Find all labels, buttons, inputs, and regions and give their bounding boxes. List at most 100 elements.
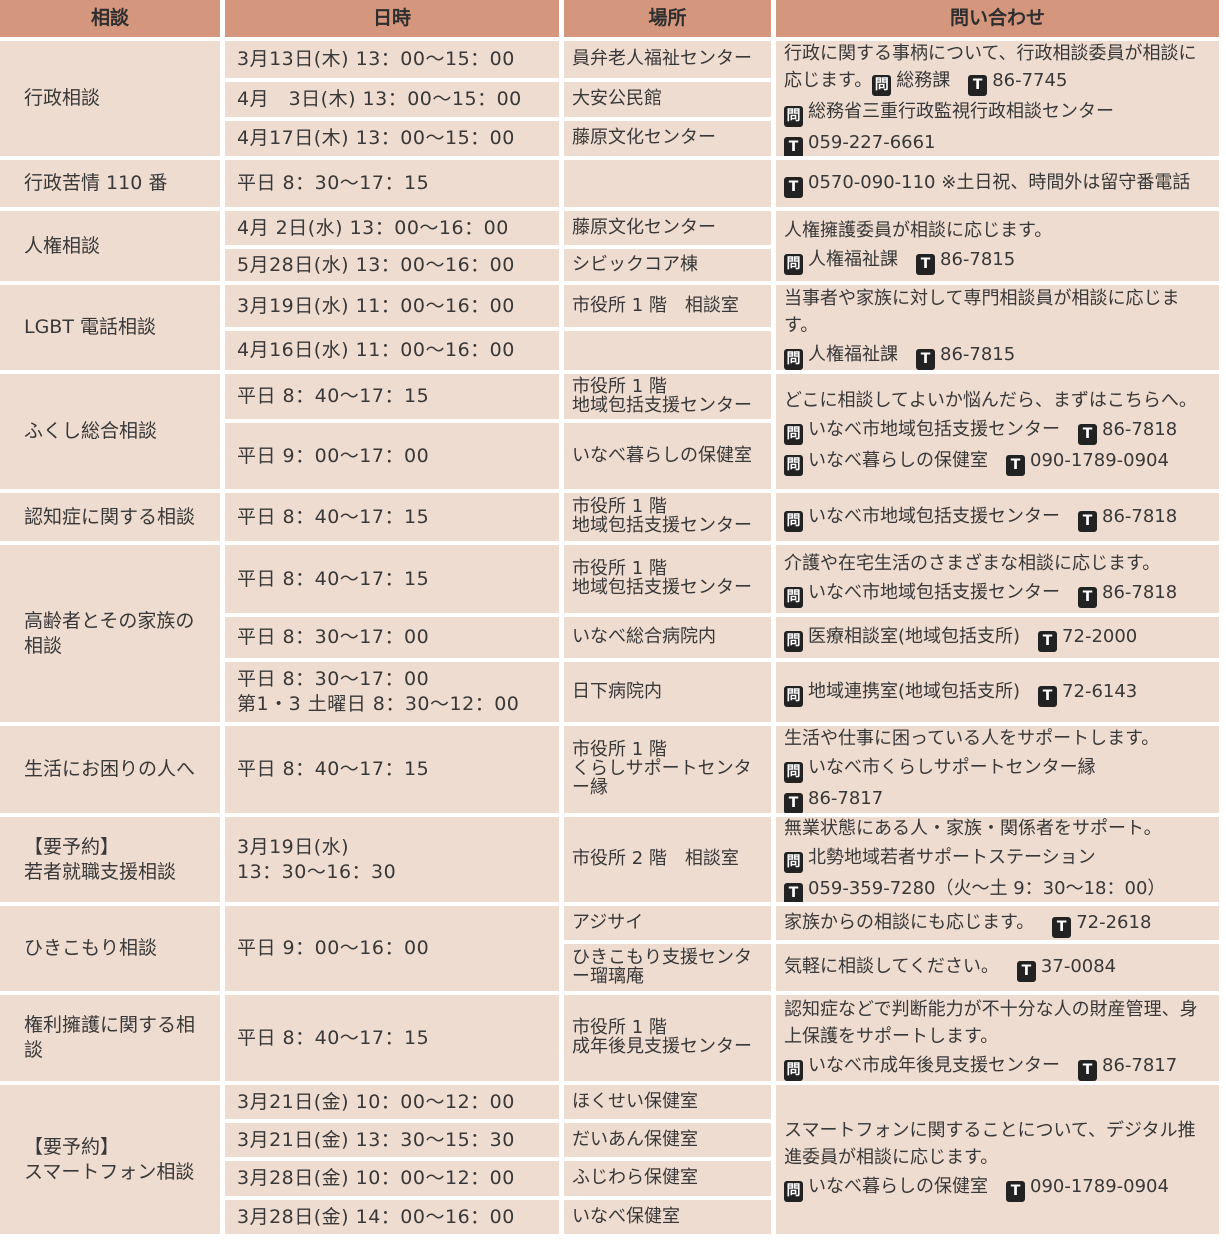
telephone-badge-icon: T <box>784 136 803 156</box>
telephone-badge-icon: T <box>784 883 803 902</box>
category-cell: 権利擁護に関する相談 <box>0 995 220 1081</box>
place-cell <box>564 331 771 370</box>
inquiry-line: 問地域連携室(地域包括支所) T 72-6143 <box>784 678 1137 707</box>
datetime-cell: 平日 8：40～17：15 <box>225 374 559 419</box>
inquiry-lines: 問地域連携室(地域包括支所) T 72-6143 <box>784 678 1137 707</box>
inquiry-cell: どこに相談してよいか悩んだら、まずはこちらへ。問いなべ市地域包括支援センター T 8… <box>776 374 1219 489</box>
inquiry-badge-icon: 問 <box>784 587 803 608</box>
inquiry-text: 86-7818 <box>1102 582 1178 603</box>
inquiry-lines: 認知症などで判断能力が不十分な人の財産管理、身上保護をサポートします。問いなべ市… <box>784 996 1213 1081</box>
inquiry-line: 認知症などで判断能力が不十分な人の財産管理、身上保護をサポートします。 <box>784 996 1213 1050</box>
inquiry-text: 72-2618 <box>1076 911 1152 933</box>
inquiry-badge-icon: 問 <box>872 74 892 96</box>
telephone-badge-icon: T <box>968 74 988 96</box>
inquiry-text: いなべ市くらしサポートセンター縁 <box>808 757 1096 778</box>
inquiry-cell: 行政に関する事柄について、行政相談委員が相談に応じます。問総務課 T 86-7745… <box>776 41 1219 156</box>
inquiry-text: 059-359-7280（火～土 9：30～18：00） <box>808 878 1166 899</box>
inquiry-lines: 人権擁護委員が相談に応じます。問人権福祉課 T 86-7815 <box>784 217 1052 275</box>
place-cell: ふじわら保健室 <box>564 1161 771 1196</box>
datetime-cell: 平日 8：40～17：15 <box>225 493 559 541</box>
inquiry-lines: 生活や仕事に困っている人をサポートします。問いなべ市くらしサポートセンター縁 T 8… <box>784 726 1159 813</box>
place-cell: 大安公民館 <box>564 82 771 117</box>
inquiry-line: 問北勢地域若者サポートステーション <box>784 844 1165 873</box>
telephone-badge-icon: T <box>1078 1059 1097 1081</box>
inquiry-badge-icon: 問 <box>784 1181 803 1202</box>
inquiry-line: 問総務省三重行政監視行政相談センター <box>784 98 1213 127</box>
inquiry-cell: 気軽に相談してください。 T 37-0084 <box>776 944 1219 991</box>
inquiry-lines: T 0570-090-110 ※土日祝、時間外は留守番電話 <box>784 169 1190 198</box>
inquiry-text: 北勢地域若者サポートステーション <box>808 847 1096 868</box>
inquiry-cell: 無業状態にある人・家族・関係者をサポート。問北勢地域若者サポートステーション T 0… <box>776 817 1219 902</box>
inquiry-lines: 家族からの相談にも応じます。 T 72-2618 <box>784 909 1151 938</box>
telephone-badge-icon: T <box>1038 631 1058 652</box>
datetime-cell: 4月16日(水) 11：00～16：00 <box>225 331 559 370</box>
inquiry-line: 問いなべ市くらしサポートセンター縁 <box>784 754 1159 783</box>
inquiry-text: 72-6143 <box>1062 680 1138 702</box>
inquiry-lines: 当事者や家族に対して専門相談員が相談に応じます。問人権福祉課 T 86-7815 <box>784 285 1213 370</box>
header-datetime: 日時 <box>225 0 559 37</box>
inquiry-line: 問いなべ市地域包括支援センター T 86-7818 <box>784 416 1197 445</box>
inquiry-line: T 059-227-6661 <box>784 129 1213 156</box>
inquiry-line: T 0570-090-110 ※土日祝、時間外は留守番電話 <box>784 169 1190 198</box>
inquiry-line: 問いなべ暮らしの保健室 T 090-1789-0904 <box>784 1173 1213 1202</box>
place-cell: アジサイ <box>564 906 771 940</box>
place-cell: ほくせい保健室 <box>564 1085 771 1119</box>
datetime-cell: 平日 8：40～17：15 <box>225 545 559 613</box>
category-cell: 行政苦情 110 番 <box>0 160 220 207</box>
inquiry-line: 問いなべ暮らしの保健室 T 090-1789-0904 <box>784 447 1197 476</box>
datetime-cell: 5月28日(水) 13：00～16：00 <box>225 249 559 281</box>
place-cell: 市役所 1 階 地域包括支援センター <box>564 493 771 541</box>
inquiry-text: 人権福祉課 <box>808 344 898 365</box>
datetime-cell: 3月19日(水) 11：00～16：00 <box>225 285 559 327</box>
inquiry-line: 問いなべ市地域包括支援センター T 86-7818 <box>784 503 1177 532</box>
datetime-cell: 平日 8：30～17：00 第1・3 土曜日 8：30～12：00 <box>225 662 559 722</box>
telephone-badge-icon: T <box>1078 424 1097 445</box>
inquiry-text: 家族からの相談にも応じます。 <box>784 911 1035 933</box>
header-place: 場所 <box>564 0 771 37</box>
header-category: 相談 <box>0 0 220 37</box>
inquiry-cell: 問地域連携室(地域包括支所) T 72-6143 <box>776 662 1219 722</box>
category-cell: ひきこもり相談 <box>0 906 220 991</box>
inquiry-badge-icon: 問 <box>784 254 803 275</box>
inquiry-badge-icon: 問 <box>784 455 803 476</box>
inquiry-badge-icon: 問 <box>784 762 803 783</box>
inquiry-line: 問人権福祉課 T 86-7815 <box>784 341 1213 370</box>
inquiry-text: どこに相談してよいか悩んだら、まずはこちらへ。 <box>784 390 1197 411</box>
inquiry-text: 生活や仕事に困っている人をサポートします。 <box>784 728 1160 749</box>
place-cell: いなべ暮らしの保健室 <box>564 423 771 489</box>
inquiry-line: 気軽に相談してください。 T 37-0084 <box>784 953 1116 982</box>
inquiry-text: 86-7818 <box>1102 505 1178 527</box>
place-cell: いなべ総合病院内 <box>564 617 771 658</box>
inquiry-lines: 気軽に相談してください。 T 37-0084 <box>784 953 1116 982</box>
inquiry-text: いなべ市地域包括支援センター <box>808 505 1060 527</box>
inquiry-cell: 家族からの相談にも応じます。 T 72-2618 <box>776 906 1219 940</box>
inquiry-cell: 生活や仕事に困っている人をサポートします。問いなべ市くらしサポートセンター縁 T 8… <box>776 726 1219 813</box>
datetime-cell: 4月17日(木) 13：00～15：00 <box>225 121 559 156</box>
telephone-badge-icon: T <box>1016 961 1036 982</box>
category-cell: ふくし総合相談 <box>0 374 220 489</box>
inquiry-line: スマートフォンに関することについて、デジタル推進委員が相談に応じます。 <box>784 1117 1213 1171</box>
inquiry-text: いなべ暮らしの保健室 <box>808 1176 988 1197</box>
inquiry-text: 090-1789-0904 <box>1030 450 1169 471</box>
inquiry-line: 当事者や家族に対して専門相談員が相談に応じます。 <box>784 285 1213 339</box>
inquiry-cell: T 0570-090-110 ※土日祝、時間外は留守番電話 <box>776 160 1219 207</box>
inquiry-line: T 059-359-7280（火～土 9：30～18：00） <box>784 875 1165 902</box>
inquiry-line: 介護や在宅生活のさまざまな相談に応じます。 <box>784 550 1177 577</box>
inquiry-badge-icon: 問 <box>784 424 803 445</box>
inquiry-text: 総務課 <box>896 69 951 91</box>
telephone-badge-icon: T <box>1052 916 1072 938</box>
place-cell: 市役所 1 階 くらしサポートセンター縁 <box>564 726 771 813</box>
inquiry-cell: スマートフォンに関することについて、デジタル推進委員が相談に応じます。問いなべ暮… <box>776 1085 1219 1234</box>
telephone-badge-icon: T <box>784 177 803 198</box>
place-cell <box>564 160 771 207</box>
inquiry-text: 人権福祉課 <box>808 249 898 270</box>
place-cell: 藤原文化センター <box>564 121 771 156</box>
category-cell: 人権相談 <box>0 211 220 281</box>
inquiry-lines: 無業状態にある人・家族・関係者をサポート。問北勢地域若者サポートステーション T 0… <box>784 817 1165 902</box>
inquiry-text: いなべ暮らしの保健室 <box>808 450 988 471</box>
datetime-cell: 4月 3日(木) 13：00～15：00 <box>225 82 559 117</box>
inquiry-cell: 介護や在宅生活のさまざまな相談に応じます。問いなべ市地域包括支援センター T 86-… <box>776 545 1219 613</box>
inquiry-text: 行政に関する事柄について、行政相談委員が相談に応じます。 <box>784 42 1197 91</box>
inquiry-lines: どこに相談してよいか悩んだら、まずはこちらへ。問いなべ市地域包括支援センター T 8… <box>784 387 1197 476</box>
